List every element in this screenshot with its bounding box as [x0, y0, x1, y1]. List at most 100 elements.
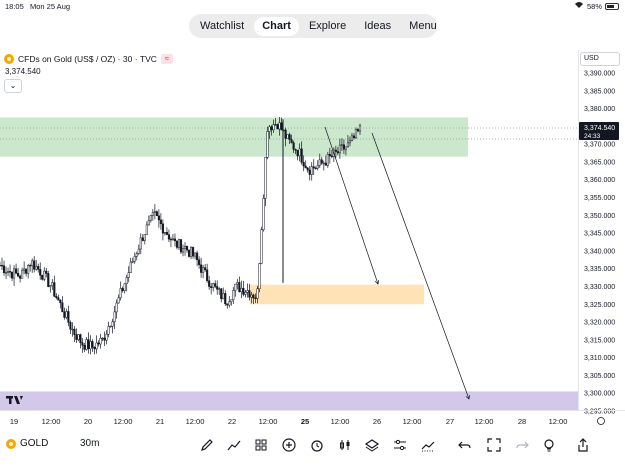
- candle-body: [340, 144, 343, 146]
- candle-body: [224, 293, 227, 305]
- indicators-icon[interactable]: [226, 437, 242, 453]
- candle-body: [228, 301, 231, 306]
- candle-body: [322, 162, 325, 165]
- candle-body: [13, 268, 16, 279]
- chevron-down-icon[interactable]: ⌄: [4, 79, 22, 93]
- candle-body: [188, 249, 191, 257]
- time-tick-label: 12:00: [114, 417, 133, 426]
- pen-icon[interactable]: [199, 437, 215, 453]
- settings-icon[interactable]: [392, 437, 408, 453]
- candle-body: [204, 267, 207, 271]
- candle-body: [304, 165, 307, 169]
- candle-body: [93, 347, 96, 350]
- battery-icon: [605, 2, 619, 10]
- candle-body: [196, 252, 199, 261]
- price-tick-label: 3,315.000: [584, 337, 615, 344]
- layout-icon[interactable]: [253, 437, 269, 453]
- trend-arrow: [324, 126, 379, 285]
- candle-body: [49, 285, 52, 288]
- toolbar-symbol[interactable]: GOLD: [6, 438, 48, 449]
- tab-chart[interactable]: Chart: [254, 16, 299, 36]
- candle-body: [354, 129, 358, 138]
- candle-body: [119, 288, 122, 299]
- candle-body: [27, 265, 30, 274]
- candle-body: [155, 211, 158, 217]
- status-time: 18:05: [5, 2, 24, 11]
- candle-body: [356, 129, 360, 132]
- candle-body: [244, 292, 247, 295]
- candle-body: [167, 234, 170, 240]
- price-tick-label: 3,310.000: [584, 355, 615, 362]
- candle-body: [336, 151, 339, 154]
- candle-body: [192, 247, 195, 257]
- candle-body: [316, 165, 319, 169]
- candle-body: [139, 237, 142, 250]
- toolbar-timeframe[interactable]: 30m: [80, 438, 100, 449]
- candle-body: [308, 169, 311, 175]
- candle-body: [346, 142, 349, 148]
- candle-body: [149, 215, 152, 221]
- share-icon[interactable]: [575, 437, 591, 453]
- tab-ideas[interactable]: Ideas: [364, 19, 392, 32]
- candle-body: [153, 211, 156, 213]
- candle-body: [324, 162, 327, 166]
- candle-body: [286, 134, 289, 139]
- candle-body: [352, 135, 356, 138]
- candle-body: [330, 155, 333, 157]
- price-tick-label: 3,390.000: [584, 71, 615, 78]
- candle-body: [91, 341, 94, 348]
- candle-body: [47, 273, 50, 288]
- chart-type-icon[interactable]: [337, 437, 353, 453]
- candle-body: [238, 282, 241, 293]
- candle-body: [21, 269, 24, 279]
- candle-body: [250, 294, 253, 298]
- candle-body: [53, 282, 56, 297]
- candle-body: [87, 339, 90, 350]
- tab-watchlist[interactable]: Watchlist: [200, 19, 245, 32]
- add-icon[interactable]: [281, 437, 297, 453]
- candle-body: [123, 283, 126, 291]
- candle-body: [210, 286, 213, 288]
- time-tick-label: 20: [84, 417, 92, 426]
- axis-settings-icon[interactable]: [597, 417, 605, 425]
- price-tick-label: 3,385.000: [584, 88, 615, 95]
- candle-body: [220, 288, 223, 300]
- axis-divider: [578, 50, 579, 410]
- currency-selector[interactable]: USD: [580, 52, 620, 66]
- candle-body: [2, 265, 6, 273]
- candle-body: [185, 245, 189, 251]
- candle-body: [0, 264, 4, 267]
- candle-body: [23, 268, 26, 271]
- light-icon[interactable]: [541, 437, 557, 453]
- candle-body: [328, 154, 331, 157]
- candle-body: [159, 219, 162, 225]
- candle-body: [111, 321, 114, 327]
- candle-body: [145, 224, 148, 235]
- candle-body: [77, 334, 80, 340]
- toolbar-symbol-label: GOLD: [20, 438, 49, 449]
- candle-body: [284, 129, 287, 139]
- candle-body: [208, 280, 211, 287]
- candle-body: [348, 140, 351, 144]
- candle-body: [232, 290, 235, 301]
- candle-body: [177, 239, 181, 248]
- alert-icon[interactable]: [309, 437, 325, 453]
- price-chart[interactable]: 3,390.0003,385.0003,380.0003,375.0003,37…: [0, 0, 625, 432]
- price-tick-label: 3,325.000: [584, 302, 615, 309]
- symbol-header[interactable]: CFDs on Gold (US$ / OZ) · 30 · TVC ≈: [4, 53, 173, 65]
- bottom-divider: [0, 410, 625, 411]
- tab-menu[interactable]: Menu: [409, 19, 437, 32]
- fullscreen-icon[interactable]: [486, 437, 502, 453]
- candle-body: [246, 290, 249, 293]
- layers-icon[interactable]: [364, 437, 380, 453]
- compare-icon[interactable]: [420, 437, 436, 453]
- candle-body: [143, 234, 146, 241]
- candle-body: [85, 339, 88, 350]
- price-tick-label: 3,335.000: [584, 266, 615, 273]
- candle-body: [113, 311, 116, 323]
- undo-icon[interactable]: [457, 437, 473, 453]
- candle-body: [9, 271, 12, 273]
- redo-icon[interactable]: [514, 437, 530, 453]
- tab-explore[interactable]: Explore: [308, 19, 347, 32]
- arrow-head: [374, 279, 380, 285]
